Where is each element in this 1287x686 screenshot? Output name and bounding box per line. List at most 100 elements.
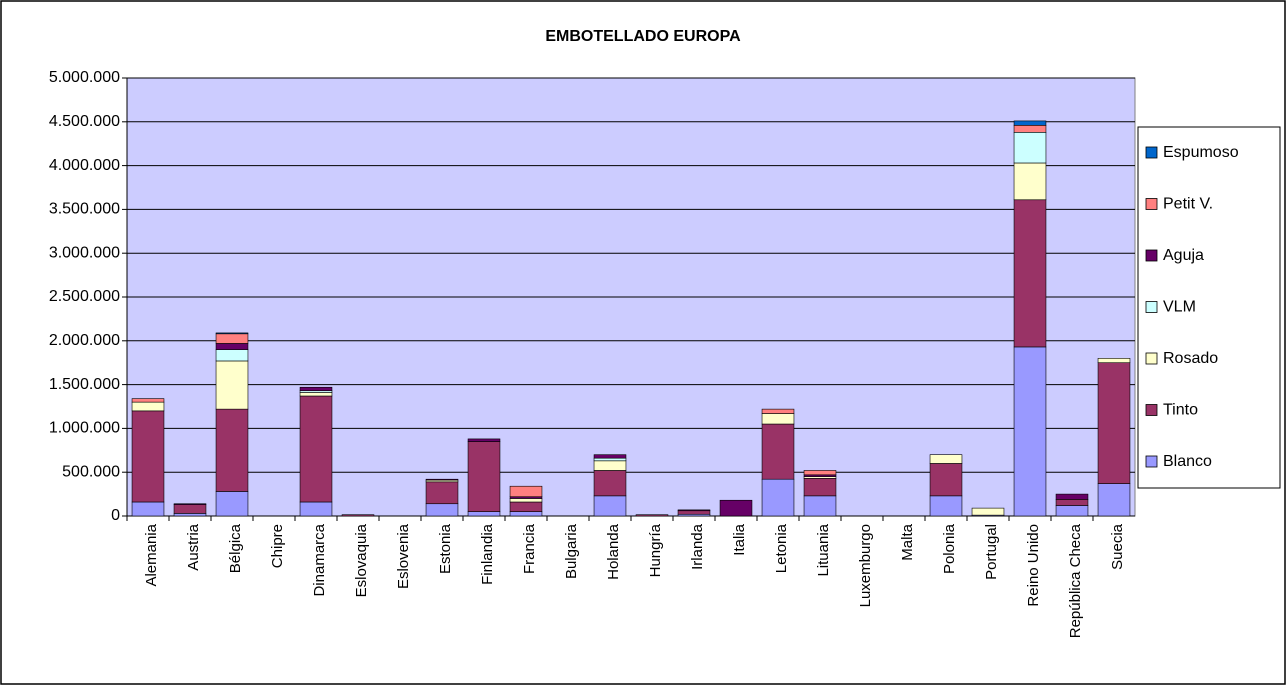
bar-segment	[341, 514, 375, 517]
x-tick-label: Dinamarca	[311, 523, 328, 596]
bar-segment	[131, 401, 165, 412]
bar-segment	[1013, 132, 1047, 164]
legend-label: Tinto	[1163, 402, 1198, 419]
x-tick-label: República Checa	[1067, 523, 1084, 638]
bar-segment	[215, 491, 249, 517]
legend-label: Espumoso	[1163, 144, 1239, 161]
legend-label: Rosado	[1163, 350, 1218, 367]
bar-segment	[173, 513, 207, 517]
legend-swatch	[1145, 198, 1158, 210]
bar-segment	[593, 470, 627, 497]
x-tick-label: Bulgaria	[563, 523, 580, 579]
x-tick-label: Suecia	[1109, 523, 1126, 570]
bar-segment	[173, 504, 207, 514]
bar-segment	[1055, 499, 1089, 506]
bar-segment	[1097, 362, 1131, 484]
bar-segment	[467, 441, 501, 512]
y-tick-label: 4.000.000	[49, 157, 120, 174]
x-tick-label: Hungría	[647, 523, 664, 577]
bar-segment	[1013, 120, 1047, 126]
bar-segment	[509, 485, 543, 498]
x-tick-label: Francia	[521, 523, 538, 574]
y-tick-label: 2.000.000	[49, 332, 120, 349]
x-tick-label: Estonia	[437, 523, 454, 574]
bar-segment	[761, 408, 795, 414]
bar-segment	[467, 438, 501, 442]
y-tick-label: 3.500.000	[49, 201, 120, 218]
bar-segment	[1097, 358, 1131, 364]
bar-segment	[803, 470, 837, 476]
legend-swatch	[1145, 146, 1158, 159]
x-tick-label: Luxemburgo	[857, 524, 874, 607]
bar-segment	[1055, 505, 1089, 517]
x-tick-label: Holanda	[605, 523, 622, 580]
bar-segment	[215, 343, 249, 350]
x-tick-label: Austria	[185, 523, 202, 570]
bar-segment	[761, 413, 795, 425]
x-tick-label: Lituania	[815, 523, 832, 576]
bar-segment	[1097, 483, 1131, 517]
bar-segment	[425, 481, 459, 505]
x-tick-label: Eslovaquia	[353, 523, 370, 597]
bar-segment	[1013, 125, 1047, 133]
legend-swatch	[1145, 301, 1158, 313]
bar-segment	[677, 510, 711, 515]
bar-segment	[215, 333, 249, 344]
bar-segment	[971, 507, 1005, 516]
x-tick-label: Italia	[731, 523, 748, 555]
bar-segment	[425, 503, 459, 517]
bar-segment	[509, 498, 543, 503]
bar-segment	[803, 495, 837, 517]
bar-segment	[131, 501, 165, 517]
x-tick-label: Reino Unido	[1025, 524, 1042, 607]
bar-segment	[215, 332, 249, 335]
y-tick-label: 1.500.000	[49, 376, 120, 393]
bar-segment	[509, 501, 543, 512]
bar-segment	[131, 398, 165, 403]
bar-segment	[635, 514, 669, 517]
chart-title: EMBOTELLADO EUROPA	[545, 28, 741, 45]
bar-segment	[761, 478, 795, 517]
bar-segment	[803, 478, 837, 497]
bar-segment	[929, 495, 963, 517]
bar-segment	[593, 495, 627, 517]
legend-swatch	[1145, 455, 1158, 468]
legend-label: VLM	[1163, 299, 1196, 316]
bar-segment	[299, 395, 333, 503]
legend-label: Blanco	[1163, 453, 1212, 470]
x-tick-label: Bélgica	[227, 523, 244, 573]
legend-swatch	[1145, 404, 1158, 416]
bar-segment	[1013, 346, 1047, 517]
bar-segment	[425, 478, 459, 481]
x-tick-label: Chipre	[269, 524, 286, 568]
bar-segment	[299, 501, 333, 517]
bar-segment	[131, 410, 165, 503]
x-tick-label: Portugal	[983, 524, 1000, 580]
x-tick-label: Letonia	[773, 523, 790, 573]
x-tick-label: Malta	[899, 523, 916, 560]
bar-segment	[215, 408, 249, 492]
bar-segment	[509, 511, 543, 517]
bar-segment	[215, 360, 249, 410]
bar-segment	[929, 454, 963, 464]
legend-label: Petit V.	[1163, 196, 1213, 213]
bar-segment	[1013, 199, 1047, 348]
x-tick-label: Polonia	[941, 523, 958, 574]
y-tick-label: 500.000	[62, 463, 120, 480]
y-tick-label: 5.000.000	[49, 69, 120, 86]
bar-segment	[719, 499, 753, 517]
bar-segment	[467, 511, 501, 517]
y-tick-label: 4.500.000	[49, 113, 120, 130]
legend-swatch	[1145, 249, 1158, 262]
y-tick-label: 3.000.000	[49, 244, 120, 261]
bar-segment	[593, 454, 627, 459]
y-tick-label: 2.500.000	[49, 288, 120, 305]
x-tick-label: Alemania	[143, 523, 160, 586]
bar-segment	[929, 463, 963, 497]
bar-segment	[173, 503, 207, 505]
y-tick-label: 0	[111, 507, 120, 524]
legend-label: Aguja	[1163, 247, 1204, 264]
y-tick-label: 1.000.000	[49, 420, 120, 437]
